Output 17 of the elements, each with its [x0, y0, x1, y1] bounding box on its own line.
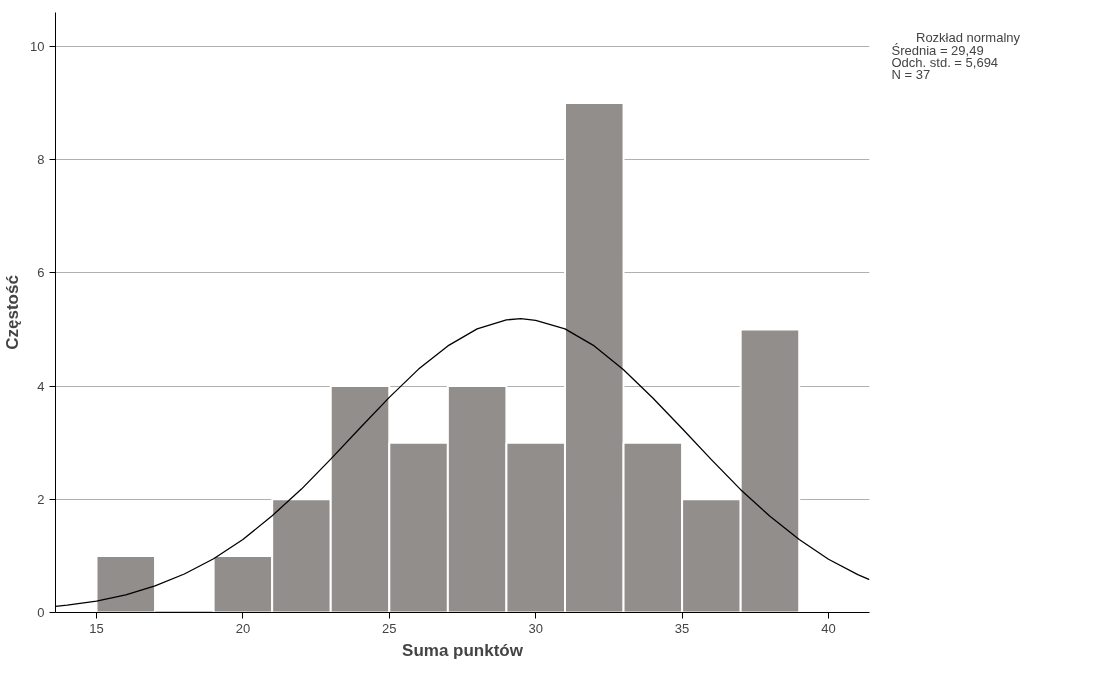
y-tick-label: 0 [37, 605, 45, 620]
text: Średnia = 29,49 [891, 43, 984, 59]
x-tick-label: 30 [528, 620, 543, 636]
text: Rozkład normalny [916, 30, 1021, 45]
text: N = 37 [891, 66, 931, 82]
x-tick-label: 20 [235, 620, 251, 636]
x-tick-label: 40 [821, 620, 836, 636]
x-tick-label: 15 [89, 620, 104, 636]
y-tick-label: 2 [37, 491, 45, 507]
y-axis-title: Częstość [3, 275, 23, 350]
x-axis-title: Suma punktów [402, 640, 524, 660]
y-tick-label: 4 [37, 378, 45, 394]
x-tick-label: 35 [674, 620, 690, 636]
y-tick-label: 6 [37, 265, 45, 281]
y-tick-label: 8 [37, 152, 45, 168]
x-tick-label: 25 [382, 620, 397, 636]
y-tick-label: 10 [30, 38, 45, 54]
